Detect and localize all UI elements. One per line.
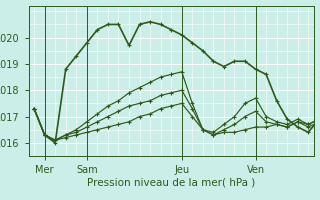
X-axis label: Pression niveau de la mer( hPa ): Pression niveau de la mer( hPa ) — [87, 178, 255, 188]
